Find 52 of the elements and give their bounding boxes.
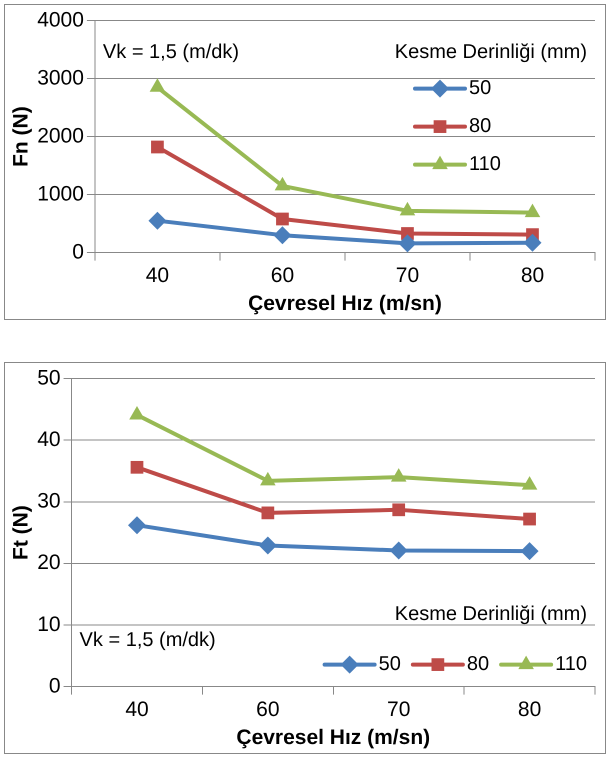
point	[130, 460, 144, 474]
legend-label: 80	[469, 115, 492, 138]
point	[128, 516, 146, 534]
point	[273, 226, 292, 244]
y-tick-label: 30	[37, 490, 61, 513]
y-tick-label: 1000	[37, 182, 84, 206]
y-tick-label: 4000	[37, 8, 84, 32]
legend-label: 80	[466, 653, 490, 676]
x-tick-label: 40	[125, 698, 149, 721]
x-tick-label: 80	[520, 264, 544, 287]
point	[523, 512, 536, 526]
x-axis-title: Çevresel Hız (m/sn)	[248, 292, 442, 316]
annotation: Vk = 1,5 (m/dk)	[102, 41, 240, 64]
point	[151, 140, 164, 154]
x-tick-label: 70	[396, 264, 420, 287]
legend-title: Kesme Derinliği (mm)	[394, 603, 587, 626]
point	[258, 536, 277, 555]
y-axis-title: Ft (N)	[9, 505, 32, 560]
point	[523, 234, 542, 252]
point	[390, 468, 407, 482]
point	[520, 542, 539, 560]
point	[390, 541, 408, 560]
y-axis-title: Fn (N)	[9, 106, 32, 167]
legend-label: 110	[555, 653, 588, 676]
x-tick-label: 40	[146, 264, 170, 287]
x-tick-label: 60	[256, 698, 280, 721]
point	[148, 212, 166, 230]
legend-label: 50	[469, 77, 492, 100]
legend-title: Kesme Derinliği (mm)	[394, 41, 587, 64]
point	[392, 503, 406, 516]
y-tick-label: 0	[48, 674, 61, 698]
point	[150, 78, 166, 92]
point	[260, 472, 276, 486]
point	[522, 476, 538, 490]
legend-label: 50	[378, 653, 401, 676]
y-tick-label: 2000	[37, 124, 84, 148]
y-tick-label: 40	[37, 428, 61, 451]
x-tick-label: 60	[270, 264, 294, 287]
point	[398, 234, 416, 252]
point	[276, 212, 289, 226]
point	[129, 406, 145, 420]
x-tick-label: 70	[387, 698, 410, 721]
x-axis-title: Çevresel Hız (m/sn)	[236, 726, 430, 750]
point	[261, 506, 274, 520]
x-tick-label: 80	[518, 698, 542, 721]
y-tick-label: 0	[72, 240, 84, 264]
y-tick-label: 20	[37, 551, 61, 574]
y-tick-label: 10	[37, 612, 61, 636]
y-tick-label: 50	[37, 366, 61, 390]
y-tick-label: 3000	[37, 66, 84, 90]
legend-label: 110	[469, 153, 501, 176]
annotation: Vk = 1,5 (m/dk)	[80, 629, 216, 652]
